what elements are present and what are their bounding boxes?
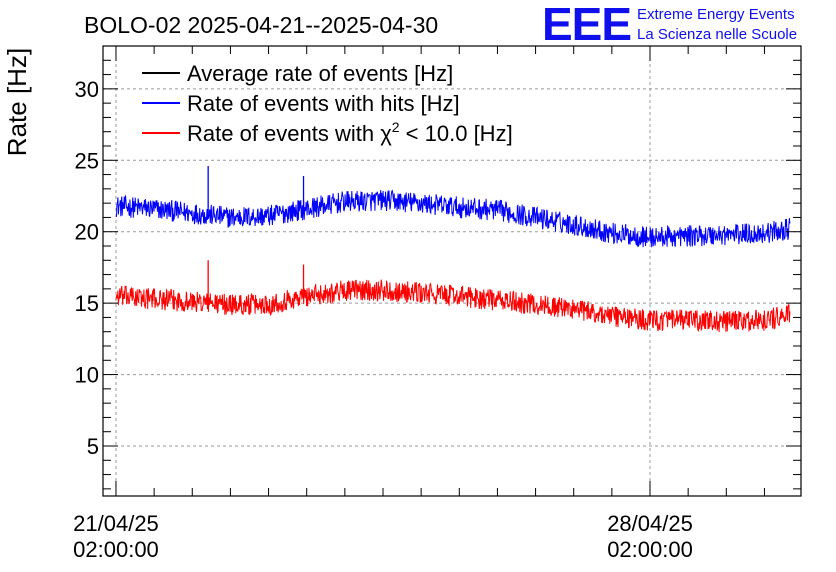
- legend-label-hits: Rate of events with hits [Hz]: [187, 91, 460, 116]
- x-tick-label-date: 28/04/25: [607, 511, 693, 536]
- y-tick-label: 30: [75, 77, 99, 102]
- legend-entry-average: Average rate of events [Hz]: [142, 61, 453, 86]
- y-tick-label: 5: [87, 434, 99, 459]
- y-tick-labels: 5 10 15 20 25 30: [75, 77, 99, 459]
- legend-entry-chi2: Rate of events with χ2 < 10.0 [Hz]: [142, 119, 513, 146]
- y-axis-label: Rate [Hz]: [2, 48, 32, 156]
- series-layer: [115, 166, 791, 333]
- y-tick-label: 10: [75, 363, 99, 388]
- legend-label-average: Average rate of events [Hz]: [187, 61, 453, 86]
- x-tick-label-date: 21/04/25: [73, 511, 159, 536]
- x-tick-label-time: 02:00:00: [73, 537, 159, 562]
- eee-logo: EEE Extreme Energy Events La Scienza nel…: [542, 0, 797, 50]
- eee-logo-line1: Extreme Energy Events: [637, 6, 795, 23]
- x-tick-label-time: 02:00:00: [607, 537, 693, 562]
- plot-border: [102, 45, 802, 497]
- grid: [103, 46, 801, 496]
- y-tick-label: 25: [75, 148, 99, 173]
- legend-entry-hits: Rate of events with hits [Hz]: [142, 91, 460, 116]
- chart-title: BOLO-02 2025-04-21--2025-04-30: [84, 12, 438, 38]
- y-tick-label: 20: [75, 220, 99, 245]
- series-line-1: [115, 279, 791, 333]
- legend-label-chi2: Rate of events with χ2 < 10.0 [Hz]: [187, 119, 513, 146]
- eee-logo-mark: EEE: [542, 0, 631, 50]
- legend: Average rate of events [Hz] Rate of even…: [142, 61, 513, 146]
- plot-frame: [102, 45, 802, 497]
- y-tick-label: 15: [75, 291, 99, 316]
- axis-ticks: [103, 45, 801, 496]
- eee-logo-line2: La Scienza nelle Scuole: [637, 26, 797, 43]
- series-line-0: [115, 189, 791, 248]
